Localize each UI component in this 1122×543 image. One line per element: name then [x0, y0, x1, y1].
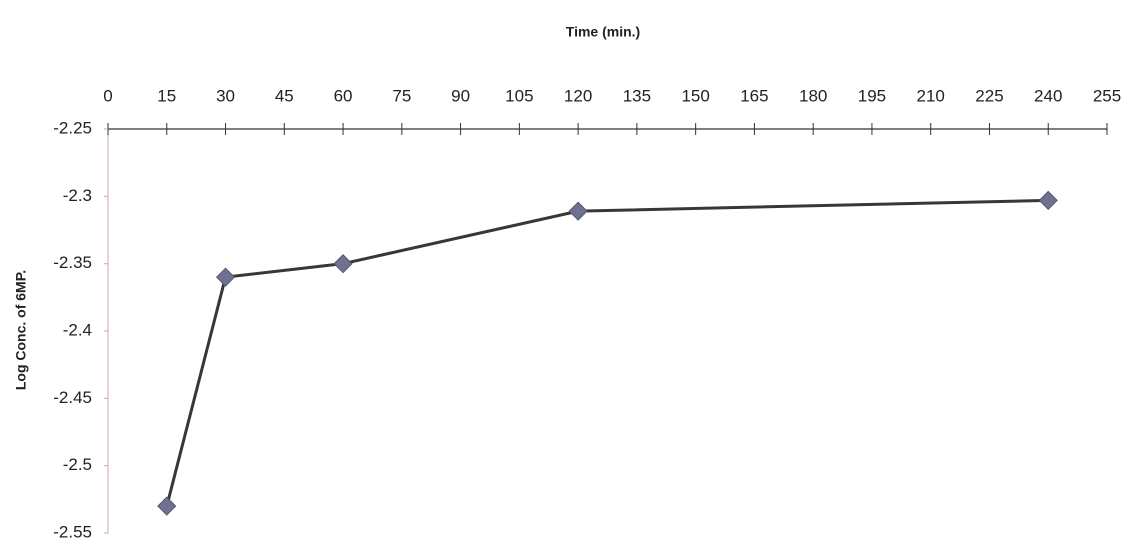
data-marker — [333, 254, 353, 274]
y-tick-label: -2.25 — [53, 118, 92, 137]
y-axis-label: Log Conc. of 6MP. — [13, 270, 29, 390]
x-tick-label: 180 — [799, 86, 827, 105]
x-tick-label: 60 — [334, 86, 353, 105]
x-tick-label: 105 — [505, 86, 533, 105]
x-tick-label: 210 — [917, 86, 945, 105]
x-tick-label: 135 — [623, 86, 651, 105]
y-tick-label: -2.55 — [53, 522, 92, 541]
data-marker — [215, 267, 236, 287]
x-tick-label: 90 — [451, 86, 470, 105]
x-tick-label: 255 — [1093, 86, 1121, 105]
x-tick-label: 30 — [216, 86, 235, 105]
x-tick-label: 15 — [157, 86, 176, 105]
y-tick-label: -2.5 — [63, 455, 92, 474]
data-marker — [1038, 190, 1058, 210]
x-tick-label: 150 — [681, 86, 709, 105]
x-tick-label: 0 — [103, 86, 112, 105]
x-tick-label: 165 — [740, 86, 768, 105]
x-tick-label: 240 — [1034, 86, 1062, 105]
data-marker — [568, 201, 588, 221]
y-tick-label: -2.4 — [63, 320, 92, 339]
y-tick-label: -2.35 — [53, 253, 92, 272]
y-tick-label: -2.3 — [63, 186, 92, 205]
x-tick-label: 120 — [564, 86, 592, 105]
x-tick-label: 75 — [392, 86, 411, 105]
y-tick-label: -2.45 — [53, 388, 92, 407]
x-axis-label: Time (min.) — [566, 24, 640, 40]
x-tick-label: 45 — [275, 86, 294, 105]
x-tick-label: 195 — [858, 86, 886, 105]
x-tick-label: 225 — [975, 86, 1003, 105]
data-marker — [157, 496, 177, 516]
